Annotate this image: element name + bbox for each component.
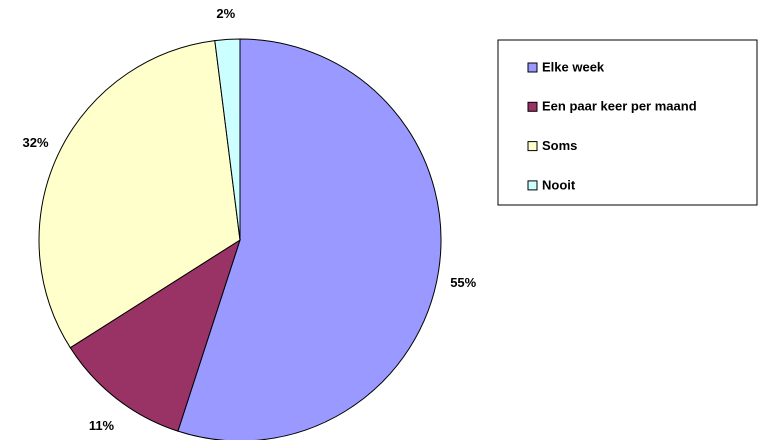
legend-swatch <box>527 141 538 152</box>
legend-box <box>497 39 758 206</box>
legend-label: Elke week <box>542 59 605 74</box>
pie-slice <box>214 38 241 241</box>
legend-label: Soms <box>542 138 577 153</box>
legend-swatch <box>527 180 538 191</box>
data-label: 11% <box>89 418 115 433</box>
legend-label: Nooit <box>542 177 576 192</box>
legend-swatch <box>527 101 538 112</box>
legend-label: Een paar keer per maand <box>542 99 697 114</box>
data-label: 32% <box>22 135 48 150</box>
data-label: 55% <box>450 275 476 290</box>
pie-slice <box>177 38 442 440</box>
pie-slice <box>69 238 241 432</box>
pie-slice <box>38 40 241 349</box>
legend-swatch <box>527 62 538 73</box>
data-label: 2% <box>216 6 235 21</box>
